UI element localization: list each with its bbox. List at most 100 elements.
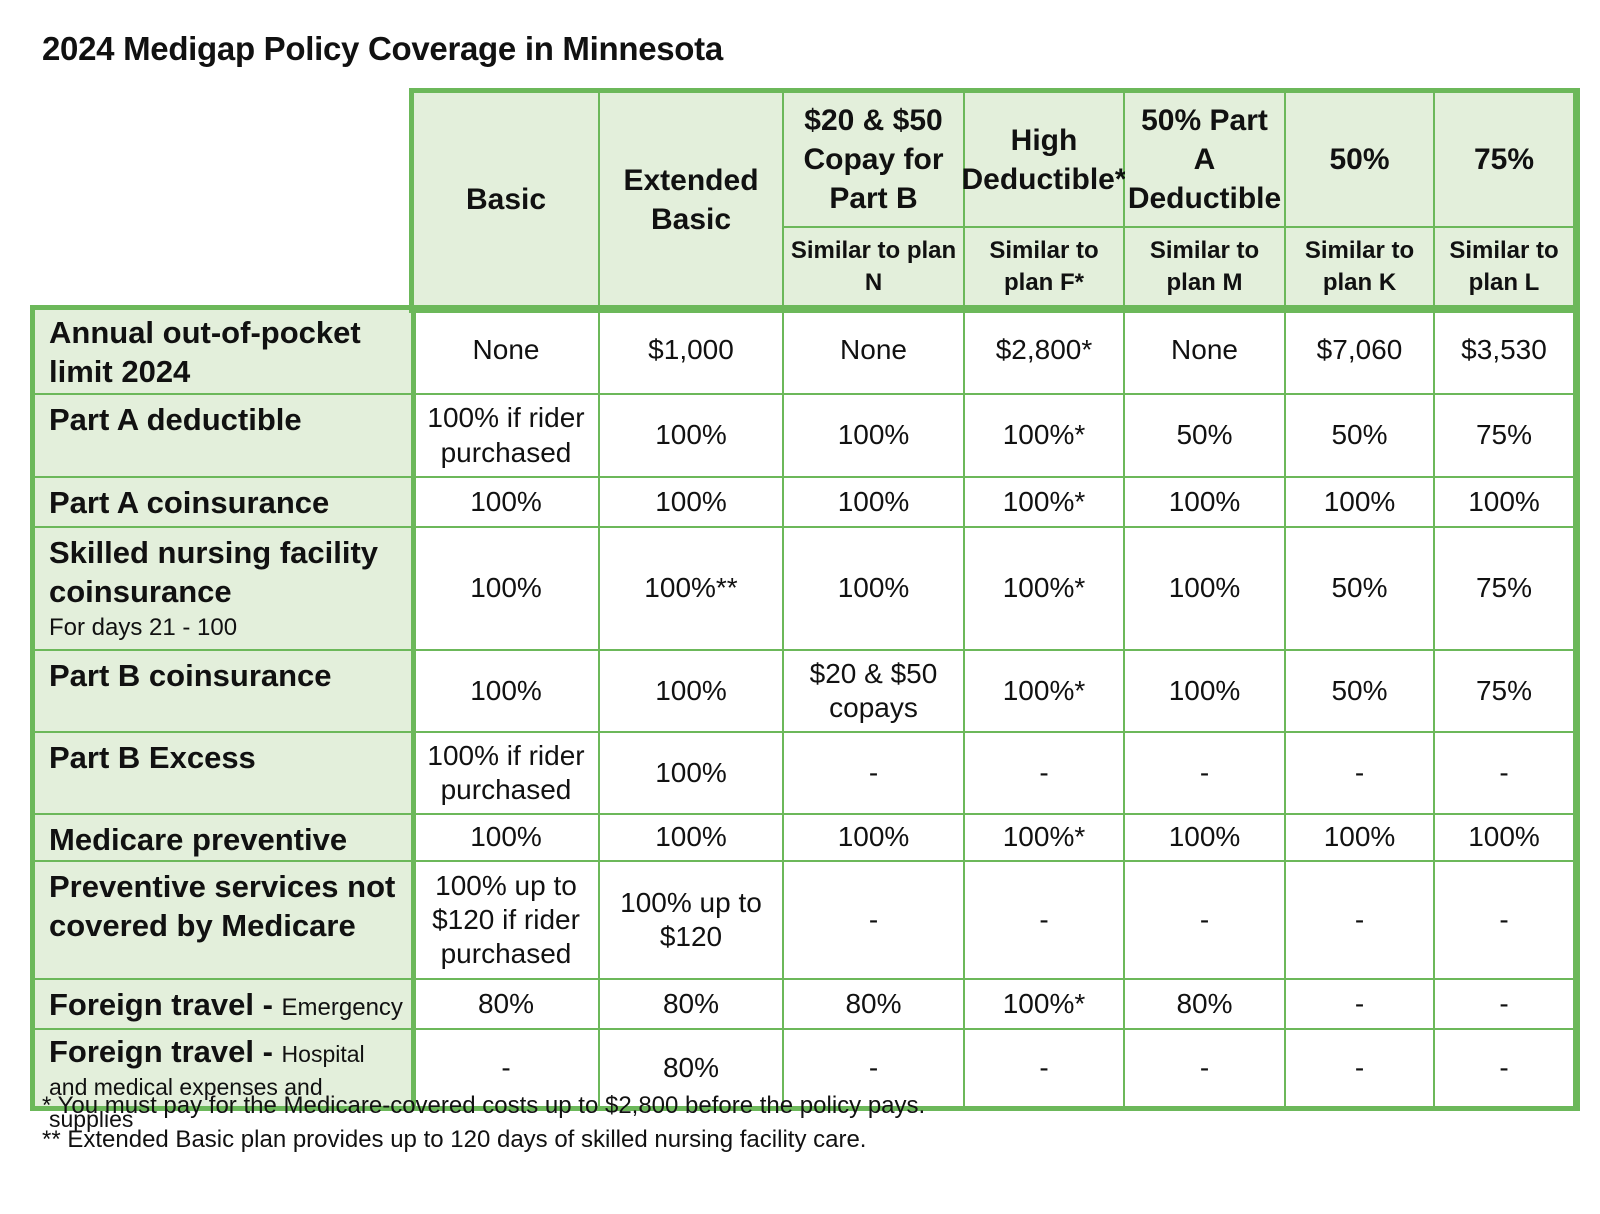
- table-cell: 100%: [1125, 478, 1286, 528]
- column-similar-plan: Similar to plan K: [1286, 228, 1435, 308]
- table-cell: 100%: [784, 528, 965, 651]
- column-header: 50% Part A Deductible: [1125, 93, 1286, 228]
- row-label-text: Part A coinsurance: [49, 485, 330, 520]
- table-cell: $1,000: [600, 308, 784, 395]
- table-cell: 50%: [1125, 395, 1286, 478]
- table-cell: 100%: [414, 478, 600, 528]
- table-cell: 100%: [414, 651, 600, 733]
- row-label-text: Annual out-of-pocket limit 2024: [49, 315, 361, 389]
- row-label: Part A coinsurance: [35, 478, 414, 528]
- table-cell: -: [1286, 862, 1435, 980]
- column-similar-plan: Similar to plan L: [1435, 228, 1575, 308]
- table-cell: -: [1125, 1030, 1286, 1108]
- table-cell: $2,800*: [965, 308, 1125, 395]
- table-cell: 100%: [784, 815, 965, 862]
- table-cell: 100% if rider purchased: [414, 395, 600, 478]
- table-cell: 100%: [1125, 815, 1286, 862]
- table-cell: 100%: [1125, 651, 1286, 733]
- row-label-text: Part A deductible: [49, 402, 302, 437]
- table-cell: 80%: [1125, 980, 1286, 1030]
- table-cell: 100%*: [965, 528, 1125, 651]
- table-cell: 75%: [1435, 395, 1575, 478]
- table-cell: -: [1435, 733, 1575, 815]
- table-cell: -: [965, 1030, 1125, 1108]
- row-label-text: Foreign travel -: [49, 1034, 282, 1069]
- table-cell: 100%*: [965, 815, 1125, 862]
- column-similar-plan: Similar to plan N: [784, 228, 965, 308]
- table-cell: 75%: [1435, 528, 1575, 651]
- table-cell: -: [1286, 980, 1435, 1030]
- table-cell: 80%: [784, 980, 965, 1030]
- table-cell: -: [1286, 1030, 1435, 1108]
- table-cell: 100%: [600, 651, 784, 733]
- table-cell: -: [965, 733, 1125, 815]
- table-cell: $7,060: [1286, 308, 1435, 395]
- row-label: Part B Excess: [35, 733, 414, 815]
- table-cell: 100%: [414, 815, 600, 862]
- table-cell: None: [414, 308, 600, 395]
- table-cell: 100%*: [965, 395, 1125, 478]
- row-label-detail: Emergency: [281, 994, 403, 1021]
- table-cell: 100%*: [965, 980, 1125, 1030]
- table-cell: 100%: [1435, 815, 1575, 862]
- row-label: Part A deductible: [35, 395, 414, 478]
- table-cell: 100%: [1286, 478, 1435, 528]
- row-label-text: Part B coinsurance: [49, 658, 332, 693]
- footnote-2: ** Extended Basic plan provides up to 12…: [42, 1126, 867, 1153]
- row-label: Skilled nursing facility coinsurance For …: [35, 528, 414, 651]
- table-cell: None: [784, 308, 965, 395]
- table-cell: 80%: [600, 980, 784, 1030]
- footnote-1: * You must pay for the Medicare-covered …: [42, 1092, 926, 1119]
- table-cell: 100% if rider purchased: [414, 733, 600, 815]
- column-header: High Deductible*: [962, 93, 1127, 228]
- table-cell: 100%*: [965, 478, 1125, 528]
- table-cell: -: [1125, 862, 1286, 980]
- row-label: Foreign travel - Emergency: [35, 980, 414, 1030]
- row-label-text: Part B Excess: [49, 740, 256, 775]
- table-cell: 75%: [1435, 651, 1575, 733]
- table-cell: 80%: [414, 980, 600, 1030]
- table-cell: 100% up to $120: [600, 862, 784, 980]
- table-cell: $20 & $50 copays: [784, 651, 965, 733]
- column-header: Basic: [414, 93, 600, 308]
- table-cell: 50%: [1286, 651, 1435, 733]
- table-cell: -: [965, 862, 1125, 980]
- row-label-detail: Hospital and medical expenses and suppli…: [49, 1041, 365, 1133]
- row-label-text: Foreign travel -: [49, 987, 282, 1022]
- row-label-detail: For days 21 - 100: [49, 613, 238, 641]
- row-label: Foreign travel - Hospital and medical ex…: [35, 1030, 414, 1131]
- table-cell: 100%: [784, 395, 965, 478]
- table-cell: 50%: [1286, 528, 1435, 651]
- table-cell: 100%: [1435, 478, 1575, 528]
- row-label-text: Preventive services not covered by Medic…: [49, 869, 396, 943]
- table-cell: 50%: [1286, 395, 1435, 478]
- column-header: 50%: [1286, 93, 1435, 228]
- row-label: Preventive services not covered by Medic…: [35, 862, 414, 980]
- column-similar-plan: Similar to plan M: [1125, 228, 1286, 308]
- table-cell: 100%: [600, 478, 784, 528]
- table-cell: 100%*: [965, 651, 1125, 733]
- column-header: 75%: [1435, 93, 1575, 228]
- table-cell: -: [784, 1030, 965, 1108]
- table-cell: -: [1435, 980, 1575, 1030]
- table-cell: 100%: [414, 528, 600, 651]
- table-cell: -: [1435, 1030, 1575, 1108]
- column-header: $20 & $50 Copay for Part B: [784, 93, 965, 228]
- table-cell: 100%: [784, 478, 965, 528]
- table-cell: 100%: [600, 815, 784, 862]
- table-cell: 100%: [600, 733, 784, 815]
- table-cell: None: [1125, 308, 1286, 395]
- table-cell: 100%: [1286, 815, 1435, 862]
- table-cell: -: [1435, 862, 1575, 980]
- table-cell: -: [784, 733, 965, 815]
- page-title: 2024 Medigap Policy Coverage in Minnesot…: [42, 30, 723, 67]
- table-cell: 80%: [600, 1030, 784, 1108]
- table-cell: 100%**: [600, 528, 784, 651]
- row-label: Part B coinsurance: [35, 651, 414, 733]
- table-cell: 100%: [600, 395, 784, 478]
- table-cell: -: [784, 862, 965, 980]
- row-label: Medicare preventive care: [35, 815, 414, 896]
- table-cell: -: [1125, 733, 1286, 815]
- table-cell: 100%: [1125, 528, 1286, 651]
- row-label-text: Skilled nursing facility coinsurance: [49, 535, 379, 609]
